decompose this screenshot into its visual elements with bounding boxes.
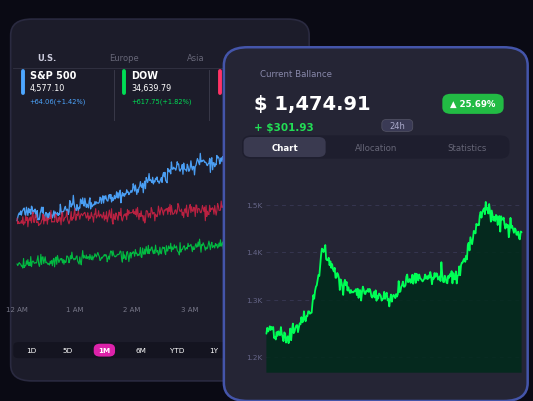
Text: U.S.: U.S. <box>37 53 56 63</box>
Text: MAX: MAX <box>278 347 295 353</box>
Text: 1.5K: 1.5K <box>246 202 262 208</box>
Text: NAS: NAS <box>227 71 249 81</box>
FancyBboxPatch shape <box>224 48 528 401</box>
Text: 1.4K: 1.4K <box>246 250 262 256</box>
Text: Europe: Europe <box>109 53 139 63</box>
FancyBboxPatch shape <box>94 344 115 357</box>
Text: 4,577.10: 4,577.10 <box>29 84 65 93</box>
Text: 1M: 1M <box>98 347 110 353</box>
Text: 5 AM: 5 AM <box>296 306 313 312</box>
Text: Statistics: Statistics <box>447 143 487 152</box>
Text: Current Ballance: Current Ballance <box>260 70 332 79</box>
Text: 34,639.79: 34,639.79 <box>131 84 171 93</box>
Text: S&P 500: S&P 500 <box>29 71 76 81</box>
Text: 2 AM: 2 AM <box>124 306 141 312</box>
Text: 24h: 24h <box>390 122 405 131</box>
Text: -0.68%: -0.68% <box>229 281 255 290</box>
Text: + $301.93: + $301.93 <box>254 123 314 132</box>
FancyBboxPatch shape <box>382 120 413 132</box>
Text: Asia: Asia <box>187 53 205 63</box>
Text: YTD: YTD <box>170 347 184 353</box>
FancyBboxPatch shape <box>244 138 326 158</box>
Text: Allocation: Allocation <box>354 143 397 152</box>
FancyBboxPatch shape <box>11 20 309 381</box>
Text: +617.75(+1.82%): +617.75(+1.82%) <box>131 98 191 105</box>
Text: 1.3K: 1.3K <box>246 298 262 303</box>
Text: 5Y: 5Y <box>246 347 255 353</box>
Text: 1 AM: 1 AM <box>66 306 83 312</box>
Text: 12 AM: 12 AM <box>6 306 28 312</box>
Text: 4 AM: 4 AM <box>239 306 256 312</box>
Text: 3 AM: 3 AM <box>181 306 198 312</box>
Text: +127.7: +127.7 <box>227 98 251 104</box>
Text: $ 1,474.91: $ 1,474.91 <box>254 95 371 114</box>
Text: 1Y: 1Y <box>209 347 218 353</box>
Text: Chart: Chart <box>271 143 298 152</box>
Text: 15,38: 15,38 <box>227 84 249 93</box>
Text: 6M: 6M <box>135 347 146 353</box>
Text: ▲ 25.69%: ▲ 25.69% <box>450 100 496 109</box>
Text: 1.2K: 1.2K <box>246 354 262 360</box>
Text: DOW: DOW <box>131 71 158 81</box>
FancyBboxPatch shape <box>442 95 504 115</box>
FancyBboxPatch shape <box>13 342 306 358</box>
FancyBboxPatch shape <box>242 136 510 159</box>
Text: +64.06(+1.42%): +64.06(+1.42%) <box>29 98 86 105</box>
Text: 5D: 5D <box>63 347 73 353</box>
Text: 1D: 1D <box>27 347 37 353</box>
Polygon shape <box>266 203 522 373</box>
